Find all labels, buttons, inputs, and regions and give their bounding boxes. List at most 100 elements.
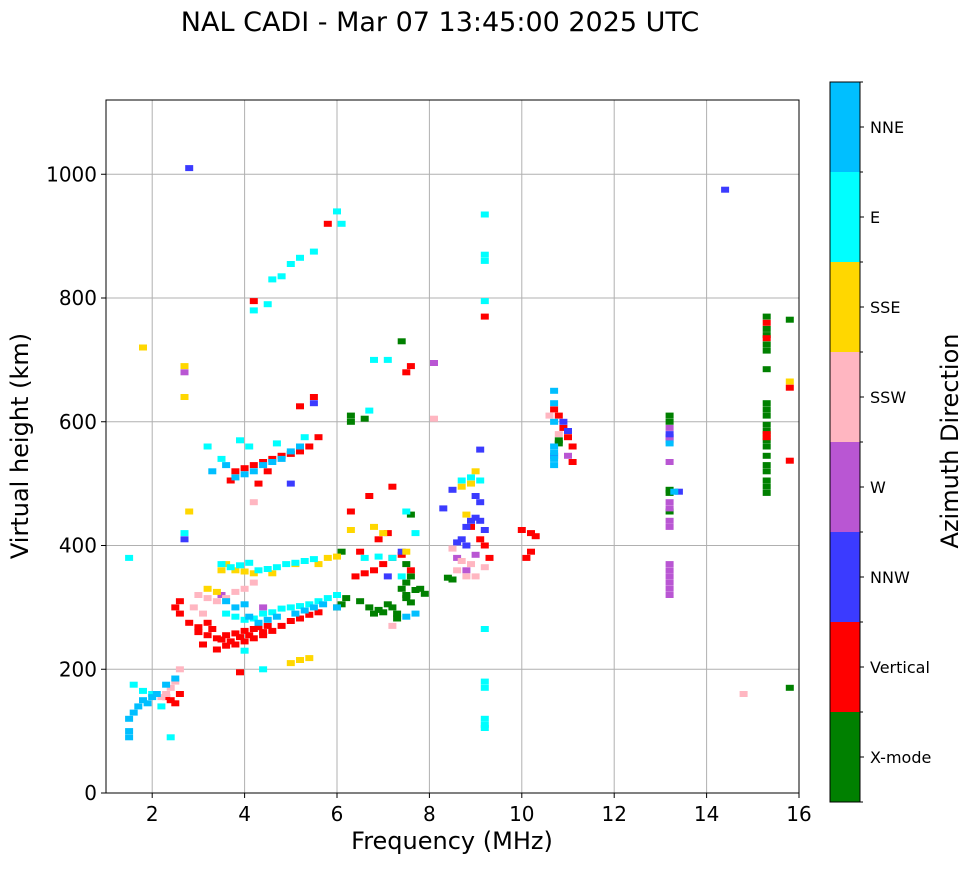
data-point-vertical [351, 573, 360, 580]
data-point-vertical [249, 626, 258, 632]
data-point-e [259, 666, 268, 673]
data-point-w [665, 592, 674, 598]
data-point-e [457, 477, 466, 484]
data-point-nne [129, 709, 138, 716]
data-point-nne [240, 601, 249, 608]
data-point-nnw [476, 446, 485, 453]
data-point-vertical [222, 642, 231, 649]
plot-background [106, 100, 799, 793]
data-point-nne [550, 400, 559, 407]
data-point-w [665, 424, 674, 431]
data-point-nne [208, 468, 217, 475]
data-point-w [665, 585, 674, 592]
data-point-w [180, 369, 189, 376]
data-point-vertical [379, 561, 388, 568]
data-point-nne [272, 613, 281, 620]
data-point-e [480, 298, 489, 305]
data-point-vertical [564, 434, 572, 441]
x-tick-label: 16 [786, 802, 811, 826]
data-point-x-mode [762, 452, 771, 459]
data-point-vertical [360, 570, 369, 577]
y-tick-label: 400 [59, 534, 97, 558]
data-point-e [259, 610, 268, 617]
data-point-vertical [296, 403, 304, 410]
colorbar-tick-label: SSW [870, 388, 906, 407]
y-tick-label: 200 [59, 657, 97, 681]
data-point-vertical [785, 457, 794, 464]
colorbar-tick-label: SSE [870, 298, 900, 317]
data-point-vertical [254, 624, 263, 631]
x-tick-label: 4 [238, 802, 251, 826]
colorbar-swatch-ssw [830, 352, 860, 442]
data-point-x-mode [762, 468, 771, 475]
data-point-x-mode [411, 587, 420, 593]
data-point-vertical [559, 424, 568, 431]
data-point-nne [245, 613, 254, 620]
x-tick-label: 6 [331, 802, 344, 826]
y-tick-label: 800 [59, 286, 97, 310]
data-point-vertical [263, 468, 272, 475]
data-point-e [480, 678, 489, 685]
data-point-sse [305, 655, 314, 662]
data-point-sse [402, 548, 411, 555]
colorbar-swatch-x-mode [830, 712, 860, 802]
data-point-vertical [527, 530, 535, 537]
data-point-ssw [203, 595, 212, 602]
data-point-nnw [665, 431, 674, 438]
data-point-vertical [222, 632, 231, 639]
data-point-vertical [194, 629, 203, 636]
x-tick-label: 8 [423, 802, 436, 826]
data-point-ssw [457, 558, 466, 564]
data-point-w [462, 567, 471, 574]
data-point-vertical [531, 533, 540, 540]
data-point-nne [402, 613, 411, 620]
data-point-vertical [259, 632, 268, 639]
data-point-ssw [554, 431, 563, 438]
data-point-x-mode [402, 579, 411, 586]
data-point-e [148, 691, 157, 697]
data-point-x-mode [762, 347, 771, 354]
data-point-vertical [236, 669, 244, 676]
data-point-nne [222, 462, 231, 469]
data-point-vertical [346, 508, 355, 515]
data-point-vertical [568, 459, 577, 465]
data-point-w [665, 437, 674, 444]
data-point-x-mode [762, 489, 771, 496]
data-point-nnw [286, 480, 295, 487]
data-point-nne [152, 691, 161, 697]
data-point-x-mode [365, 604, 374, 611]
data-point-ssw [194, 592, 203, 598]
data-point-x-mode [665, 486, 674, 493]
data-point-e [402, 508, 411, 515]
data-point-x-mode [388, 604, 397, 611]
colorbar-label: Azimuth Direction [936, 334, 964, 549]
data-point-vertical [185, 619, 194, 626]
data-point-x-mode [554, 440, 563, 447]
data-point-vertical [254, 480, 263, 487]
data-point-e [236, 562, 244, 569]
data-point-vertical [323, 220, 332, 227]
x-axis-ticks: 2 4 6 8 10 12 14 16 [146, 793, 812, 826]
data-point-vertical [762, 431, 771, 438]
data-point-x-mode [443, 574, 452, 581]
colorbar-tick-label: NNW [870, 568, 910, 587]
y-tick-label: 1000 [46, 162, 97, 186]
data-point-x-mode [785, 316, 794, 323]
data-point-e [286, 604, 295, 611]
data-point-w [665, 499, 674, 506]
data-point-sse [217, 567, 226, 574]
data-point-e [360, 554, 369, 561]
data-point-e [365, 407, 374, 414]
data-point-x-mode [337, 548, 346, 555]
data-point-e [217, 455, 226, 462]
data-point-nnw [448, 486, 457, 493]
data-point-nne [143, 700, 152, 707]
data-point-sse [471, 468, 480, 475]
data-point-nne [240, 471, 249, 478]
data-point-x-mode [762, 443, 771, 450]
data-point-w [430, 360, 438, 366]
data-point-e [240, 616, 249, 623]
data-points [125, 165, 794, 741]
data-point-w [665, 579, 674, 586]
